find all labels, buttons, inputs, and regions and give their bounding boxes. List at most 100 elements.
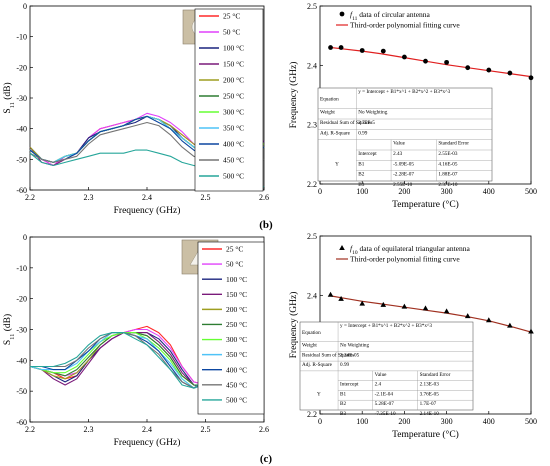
y-tick-label: -20 (16, 295, 27, 304)
y-tick-label: -20 (16, 63, 27, 72)
x-axis-label: Temperature (°C) (392, 429, 459, 440)
x-tick-label: 2.5 (201, 193, 211, 202)
table-cell: -2.28E-07 (393, 172, 414, 178)
x-tick-label: 2.4 (142, 425, 152, 434)
data-point (380, 48, 386, 54)
y-axis-label: Frequency (GHz) (288, 62, 299, 129)
legend-label-points: f11 data of circular antenna (350, 10, 431, 22)
x-tick-label: 400 (483, 187, 495, 196)
legend-label: 150 °C (223, 60, 244, 69)
data-point (423, 58, 428, 64)
legend-label: 50 °C (226, 260, 243, 269)
x-tick-label: 2.4 (142, 193, 152, 202)
table-cell: B3 (340, 411, 346, 417)
legend-label: 25 °C (223, 12, 240, 21)
table-cell: 2.43 (393, 151, 402, 157)
x-tick-label: 200 (398, 187, 410, 196)
table-cell: Weight (320, 110, 335, 116)
x-tick-label: 2.2 (25, 193, 35, 202)
chart-b_right: 0 100 200 300 400 500 2.2 2.3 2.4 2.5 Temperature … (288, 2, 537, 210)
data-point (507, 70, 513, 76)
x-tick-label: 100 (356, 187, 368, 196)
y-axis-label: S11 (dB) (2, 82, 16, 113)
table-cell: Value (375, 372, 388, 378)
legend-label: 500 °C (223, 172, 244, 181)
data-point (507, 322, 513, 328)
table-cell: 2.24E-05 (340, 352, 360, 358)
legend-label: 350 °C (226, 350, 247, 359)
legend-label: 250 °C (223, 92, 244, 101)
y-tick-label: 2.3 (307, 121, 317, 130)
data-point (359, 48, 365, 53)
table-cell: B2 (340, 401, 346, 407)
table-cell: No Weighting (340, 343, 369, 349)
x-axis-label: Temperature (°C) (392, 199, 459, 210)
panel-label-b: (b) (259, 219, 273, 231)
table-cell: -2.1E-04 (375, 391, 394, 397)
data-point (338, 295, 344, 301)
data-point (465, 65, 471, 71)
x-axis-label: Frequency (GHz) (114, 205, 181, 216)
table-cell: Residual Sum of Squares (320, 119, 372, 126)
legend-label: 500 °C (226, 396, 247, 405)
legend: f10 data of equilateral triangular anten… (336, 244, 471, 264)
x-tick-label: 2.3 (84, 425, 94, 434)
x-tick-label: 500 (525, 187, 537, 196)
data-point (380, 301, 387, 307)
y-tick-label: -50 (16, 387, 27, 396)
table-cell: 0.99 (358, 130, 367, 136)
table-cell: Adj. R-Square (320, 130, 351, 136)
x-tick-label: 0 (318, 187, 322, 196)
legend-label: 100 °C (223, 44, 244, 53)
y-tick-label: 2.2 (307, 410, 317, 419)
chart-b_left: 2.2 2.3 2.4 2.5 2.6 -60 -50 -40 -30 -20 -10 0 Freque… (2, 2, 269, 216)
table-cell: Y (335, 161, 339, 167)
table-cell: Residual Sum of Squares (302, 351, 354, 358)
table-cell: -7.35E-10 (375, 411, 396, 417)
y-axis-label-main: S (3, 340, 13, 345)
data-point (486, 67, 492, 73)
legend-subscript: 10 (352, 250, 358, 256)
y-axis-label: S11 (dB) (2, 314, 16, 345)
data-point (528, 75, 534, 81)
legend-label: 200 °C (223, 76, 244, 85)
legend-text: data of equilateral triangular antenna (358, 244, 471, 253)
table-cell: 2.13E-03 (420, 382, 440, 388)
y-axis-label-unit: (dB) (2, 82, 13, 102)
table-cell: Adj. R-Square (302, 362, 333, 368)
legend: f11 data of circular antennaThird-order … (336, 10, 460, 30)
x-tick-label: 300 (441, 187, 453, 196)
table-frame (299, 321, 474, 411)
table-cell: 2.37E-10 (438, 182, 458, 188)
y-tick-label: -30 (16, 326, 27, 335)
data-point (422, 305, 429, 311)
y-tick-label: -30 (16, 94, 27, 103)
y-tick-label: 2.4 (307, 61, 317, 70)
data-point (464, 313, 471, 319)
data-point (328, 45, 333, 50)
y-tick-label: 2.4 (307, 291, 317, 300)
legend-label: 150 °C (226, 290, 247, 299)
y-axis-label-main: S (3, 108, 13, 113)
data-point (327, 291, 334, 297)
data-point (443, 308, 450, 314)
y-tick-label: 2.5 (307, 2, 317, 11)
y-tick-label: 0 (23, 233, 27, 242)
table-cell: 2.4 (375, 382, 382, 388)
x-tick-label: 100 (356, 417, 368, 426)
legend-symbol: f (350, 10, 353, 19)
chart-c_right: 01002003004005002.22.32.42.5Temperature … (288, 232, 537, 440)
x-tick-label: 500 (525, 417, 537, 426)
x-axis-label: Frequency (GHz) (114, 437, 181, 448)
legend-label-points: f10 data of equilateral triangular anten… (350, 244, 471, 256)
x-tick-label: 2.2 (25, 425, 35, 434)
table-cell: B1 (358, 161, 364, 167)
legend-label-fit: Third-order polynomial fitting curve (350, 21, 460, 30)
table-cell: 2.14E-10 (420, 411, 440, 417)
table-cell: 2.55E-03 (438, 151, 458, 157)
table-cell: 4.16E-05 (438, 161, 458, 167)
table-cell: Standard Error (438, 141, 469, 147)
table-cell: 0.99 (340, 362, 349, 368)
table-cell: y = Intercept + B1*x^1 + B2*x^2 + B3*x^3 (358, 89, 450, 95)
